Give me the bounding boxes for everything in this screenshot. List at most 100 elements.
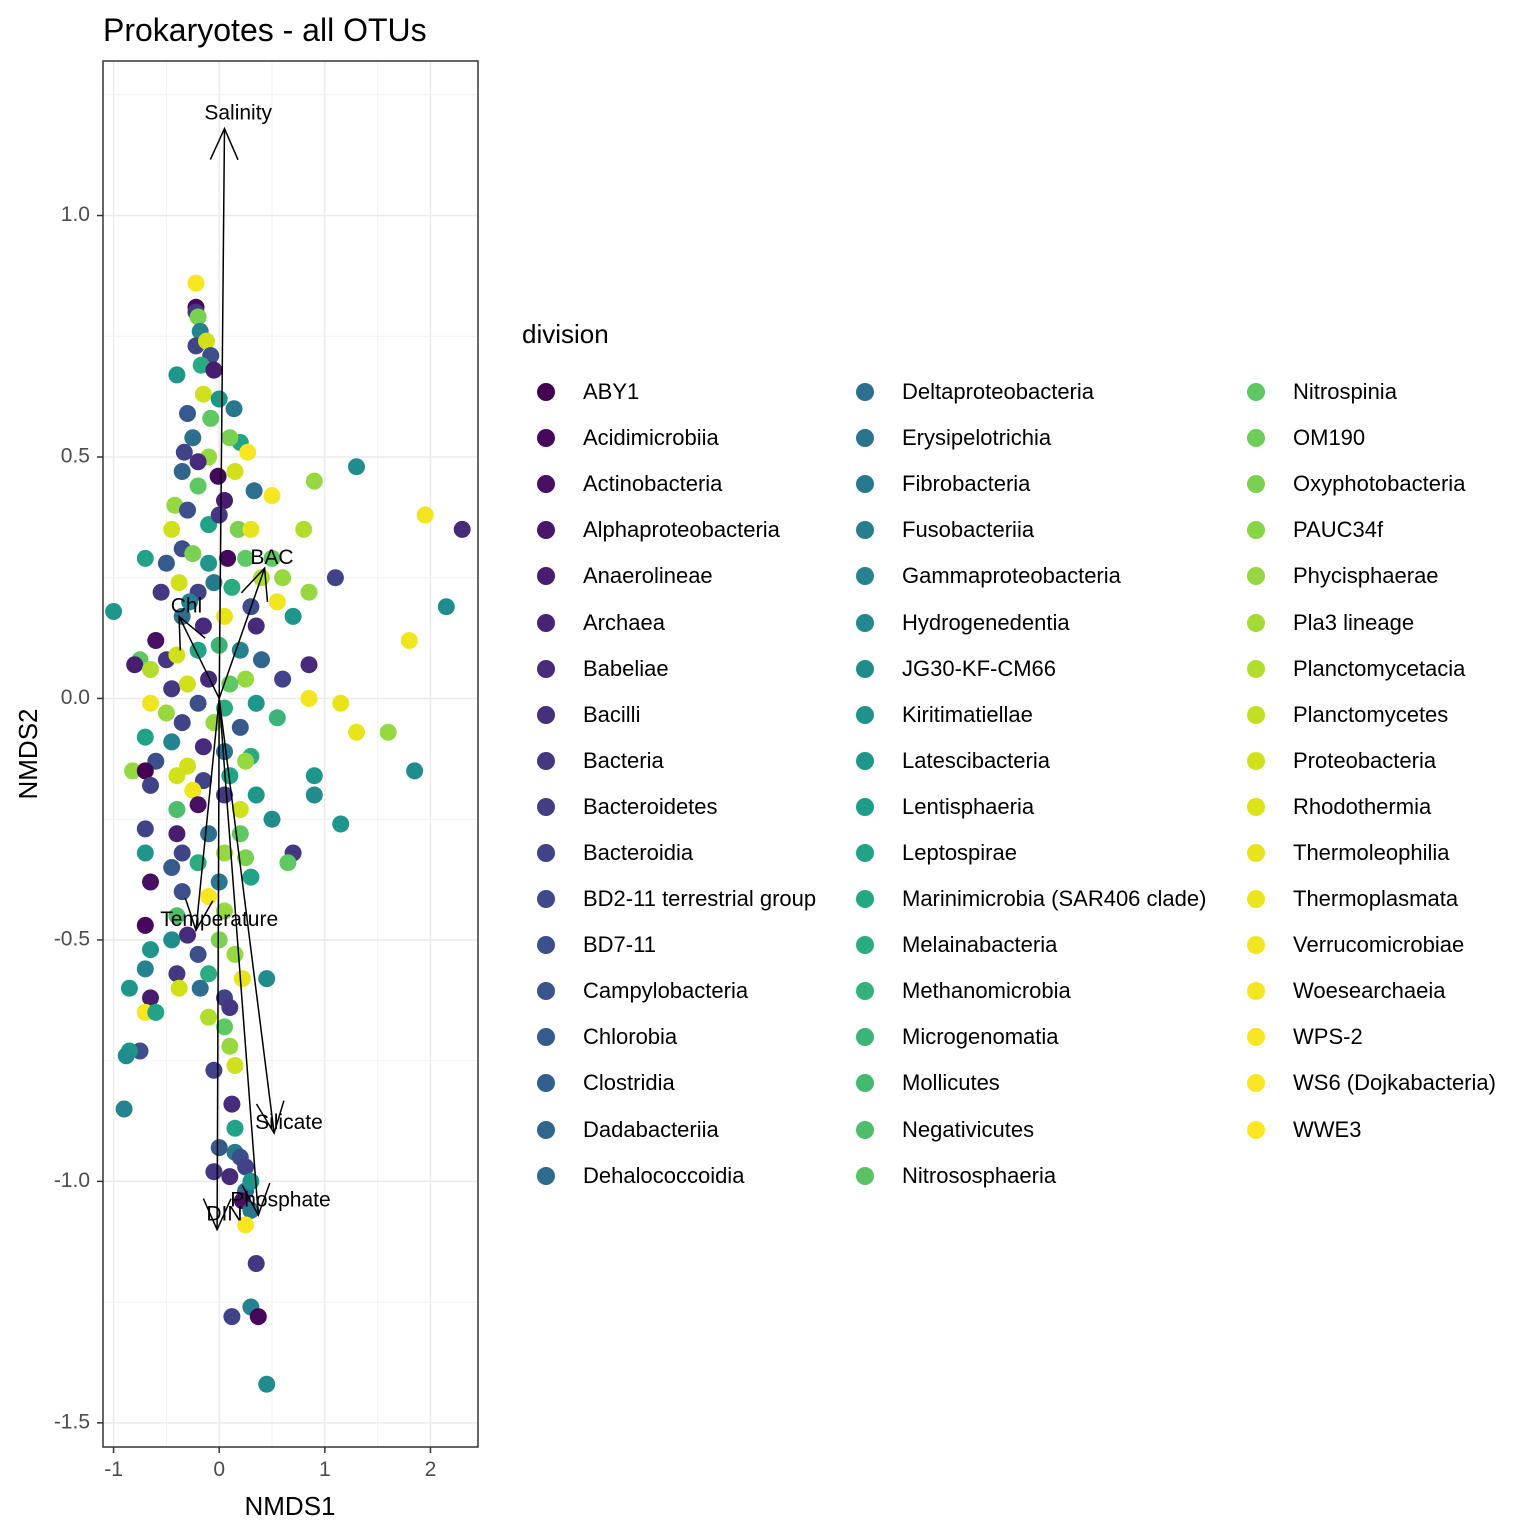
data-point bbox=[189, 945, 207, 963]
vector-arrowhead bbox=[178, 614, 206, 651]
y-tick-label: 1.0 bbox=[61, 203, 90, 226]
legend-item: Pla3 lineage bbox=[1232, 599, 1496, 645]
legend-swatch bbox=[1247, 705, 1265, 724]
legend-label: Proteobacteria bbox=[1293, 747, 1437, 773]
chart-title: Prokaryotes - all OTUs bbox=[103, 12, 427, 48]
legend-swatch bbox=[1247, 890, 1265, 909]
data-point bbox=[239, 443, 257, 461]
data-point bbox=[163, 931, 181, 949]
legend-swatch bbox=[1247, 659, 1265, 678]
data-point bbox=[198, 332, 215, 350]
legend-swatch bbox=[1247, 843, 1265, 862]
data-point bbox=[242, 520, 260, 538]
legend-item: Oxyphotobacteria bbox=[1232, 461, 1496, 507]
vector-label: Salinity bbox=[204, 102, 272, 125]
legend-item: Rhodothermia bbox=[1232, 784, 1496, 830]
legend-swatch bbox=[856, 1120, 874, 1139]
legend-swatch bbox=[1247, 567, 1265, 586]
data-point bbox=[237, 1216, 255, 1234]
legend-swatch bbox=[1247, 1120, 1265, 1139]
data-point bbox=[194, 385, 212, 403]
environmental-vectors: Salinity BAC Chl Temperature Silicate Phospha… bbox=[160, 102, 331, 1232]
legend-swatch bbox=[1247, 521, 1265, 540]
x-axis-label: NMDS1 bbox=[244, 1491, 335, 1521]
data-point bbox=[226, 1119, 244, 1137]
data-point bbox=[210, 506, 228, 524]
legend-item: Fusobacteriia bbox=[841, 507, 1206, 553]
data-point bbox=[200, 1008, 218, 1026]
legend-item: Actinobacteria bbox=[522, 461, 816, 507]
data-point bbox=[305, 767, 323, 785]
legend-item: Acidimicrobiia bbox=[522, 415, 816, 461]
legend-swatch bbox=[856, 936, 874, 955]
legend-swatch bbox=[1247, 429, 1265, 448]
legend-swatch bbox=[856, 429, 874, 448]
legend-title: division bbox=[522, 319, 609, 349]
data-point bbox=[245, 482, 263, 500]
data-point bbox=[453, 520, 471, 538]
data-point bbox=[416, 506, 434, 524]
legend-label: Pla3 lineage bbox=[1293, 609, 1415, 635]
legend-swatch bbox=[537, 843, 555, 862]
legend-swatch bbox=[1247, 982, 1265, 1001]
data-point bbox=[189, 694, 207, 712]
legend-item: Bacteria bbox=[522, 738, 816, 784]
vector-arrow bbox=[195, 698, 220, 931]
legend-label: WS6 (Dojkabacteria) bbox=[1293, 1070, 1496, 1096]
data-point bbox=[168, 767, 186, 785]
legend-item: Woesearchaeia bbox=[1232, 968, 1496, 1014]
x-tick-label: 1 bbox=[319, 1458, 331, 1481]
data-point bbox=[332, 694, 350, 712]
data-point bbox=[163, 520, 181, 538]
legend-swatch bbox=[1247, 1028, 1265, 1047]
legend-swatch bbox=[856, 613, 874, 632]
vector-arrowhead bbox=[255, 1100, 285, 1135]
grid-lines bbox=[103, 61, 478, 1447]
vector-arrowhead bbox=[184, 897, 214, 933]
data-point bbox=[219, 549, 237, 567]
legend-label: Negativicutes bbox=[902, 1116, 1035, 1142]
data-point bbox=[136, 549, 154, 567]
data-point bbox=[202, 409, 220, 427]
data-point bbox=[226, 1057, 244, 1074]
vector-label: BAC bbox=[250, 546, 293, 569]
legend-swatch bbox=[856, 705, 874, 724]
legend-label: Bacteria bbox=[583, 747, 664, 773]
data-point bbox=[168, 825, 186, 843]
data-point bbox=[216, 1018, 233, 1036]
legend-label: Mollicutes bbox=[902, 1070, 1000, 1096]
y-tick-label: 0.5 bbox=[61, 445, 90, 468]
data-point bbox=[187, 274, 205, 292]
legend-swatch bbox=[537, 475, 555, 494]
legend-swatch bbox=[856, 659, 874, 678]
data-point bbox=[173, 714, 191, 732]
data-point bbox=[209, 467, 227, 485]
legend-swatch bbox=[537, 613, 555, 632]
data-point bbox=[237, 670, 255, 688]
data-point bbox=[406, 762, 424, 780]
data-point bbox=[237, 549, 255, 567]
data-point bbox=[210, 1139, 228, 1157]
legend-item: Methanomicrobia bbox=[841, 968, 1206, 1014]
legend-item: Erysipelotrichia bbox=[841, 415, 1206, 461]
data-point bbox=[400, 632, 418, 649]
data-point bbox=[168, 801, 186, 818]
data-point bbox=[136, 844, 154, 862]
legend-swatch bbox=[1247, 797, 1265, 816]
data-point bbox=[200, 825, 218, 843]
legend-label: Melainabacteria bbox=[902, 932, 1058, 958]
legend-label: Marinimicrobia (SAR406 clade) bbox=[902, 886, 1207, 912]
legend-swatch bbox=[1247, 383, 1265, 402]
legend-swatch bbox=[856, 1074, 874, 1093]
legend-item: BD2-11 terrestrial group bbox=[522, 876, 816, 922]
x-tick-label: 0 bbox=[213, 1458, 225, 1481]
legend-item: Bacteroidetes bbox=[522, 784, 816, 830]
vector-arrow bbox=[218, 698, 260, 1216]
data-point bbox=[231, 801, 249, 818]
legend-swatch bbox=[856, 982, 874, 1001]
data-point bbox=[216, 844, 233, 862]
data-point bbox=[210, 931, 228, 949]
y-axis-label: NMDS2 bbox=[13, 708, 43, 799]
legend-swatch bbox=[537, 936, 555, 955]
legend-label: Lentisphaeria bbox=[902, 793, 1035, 819]
